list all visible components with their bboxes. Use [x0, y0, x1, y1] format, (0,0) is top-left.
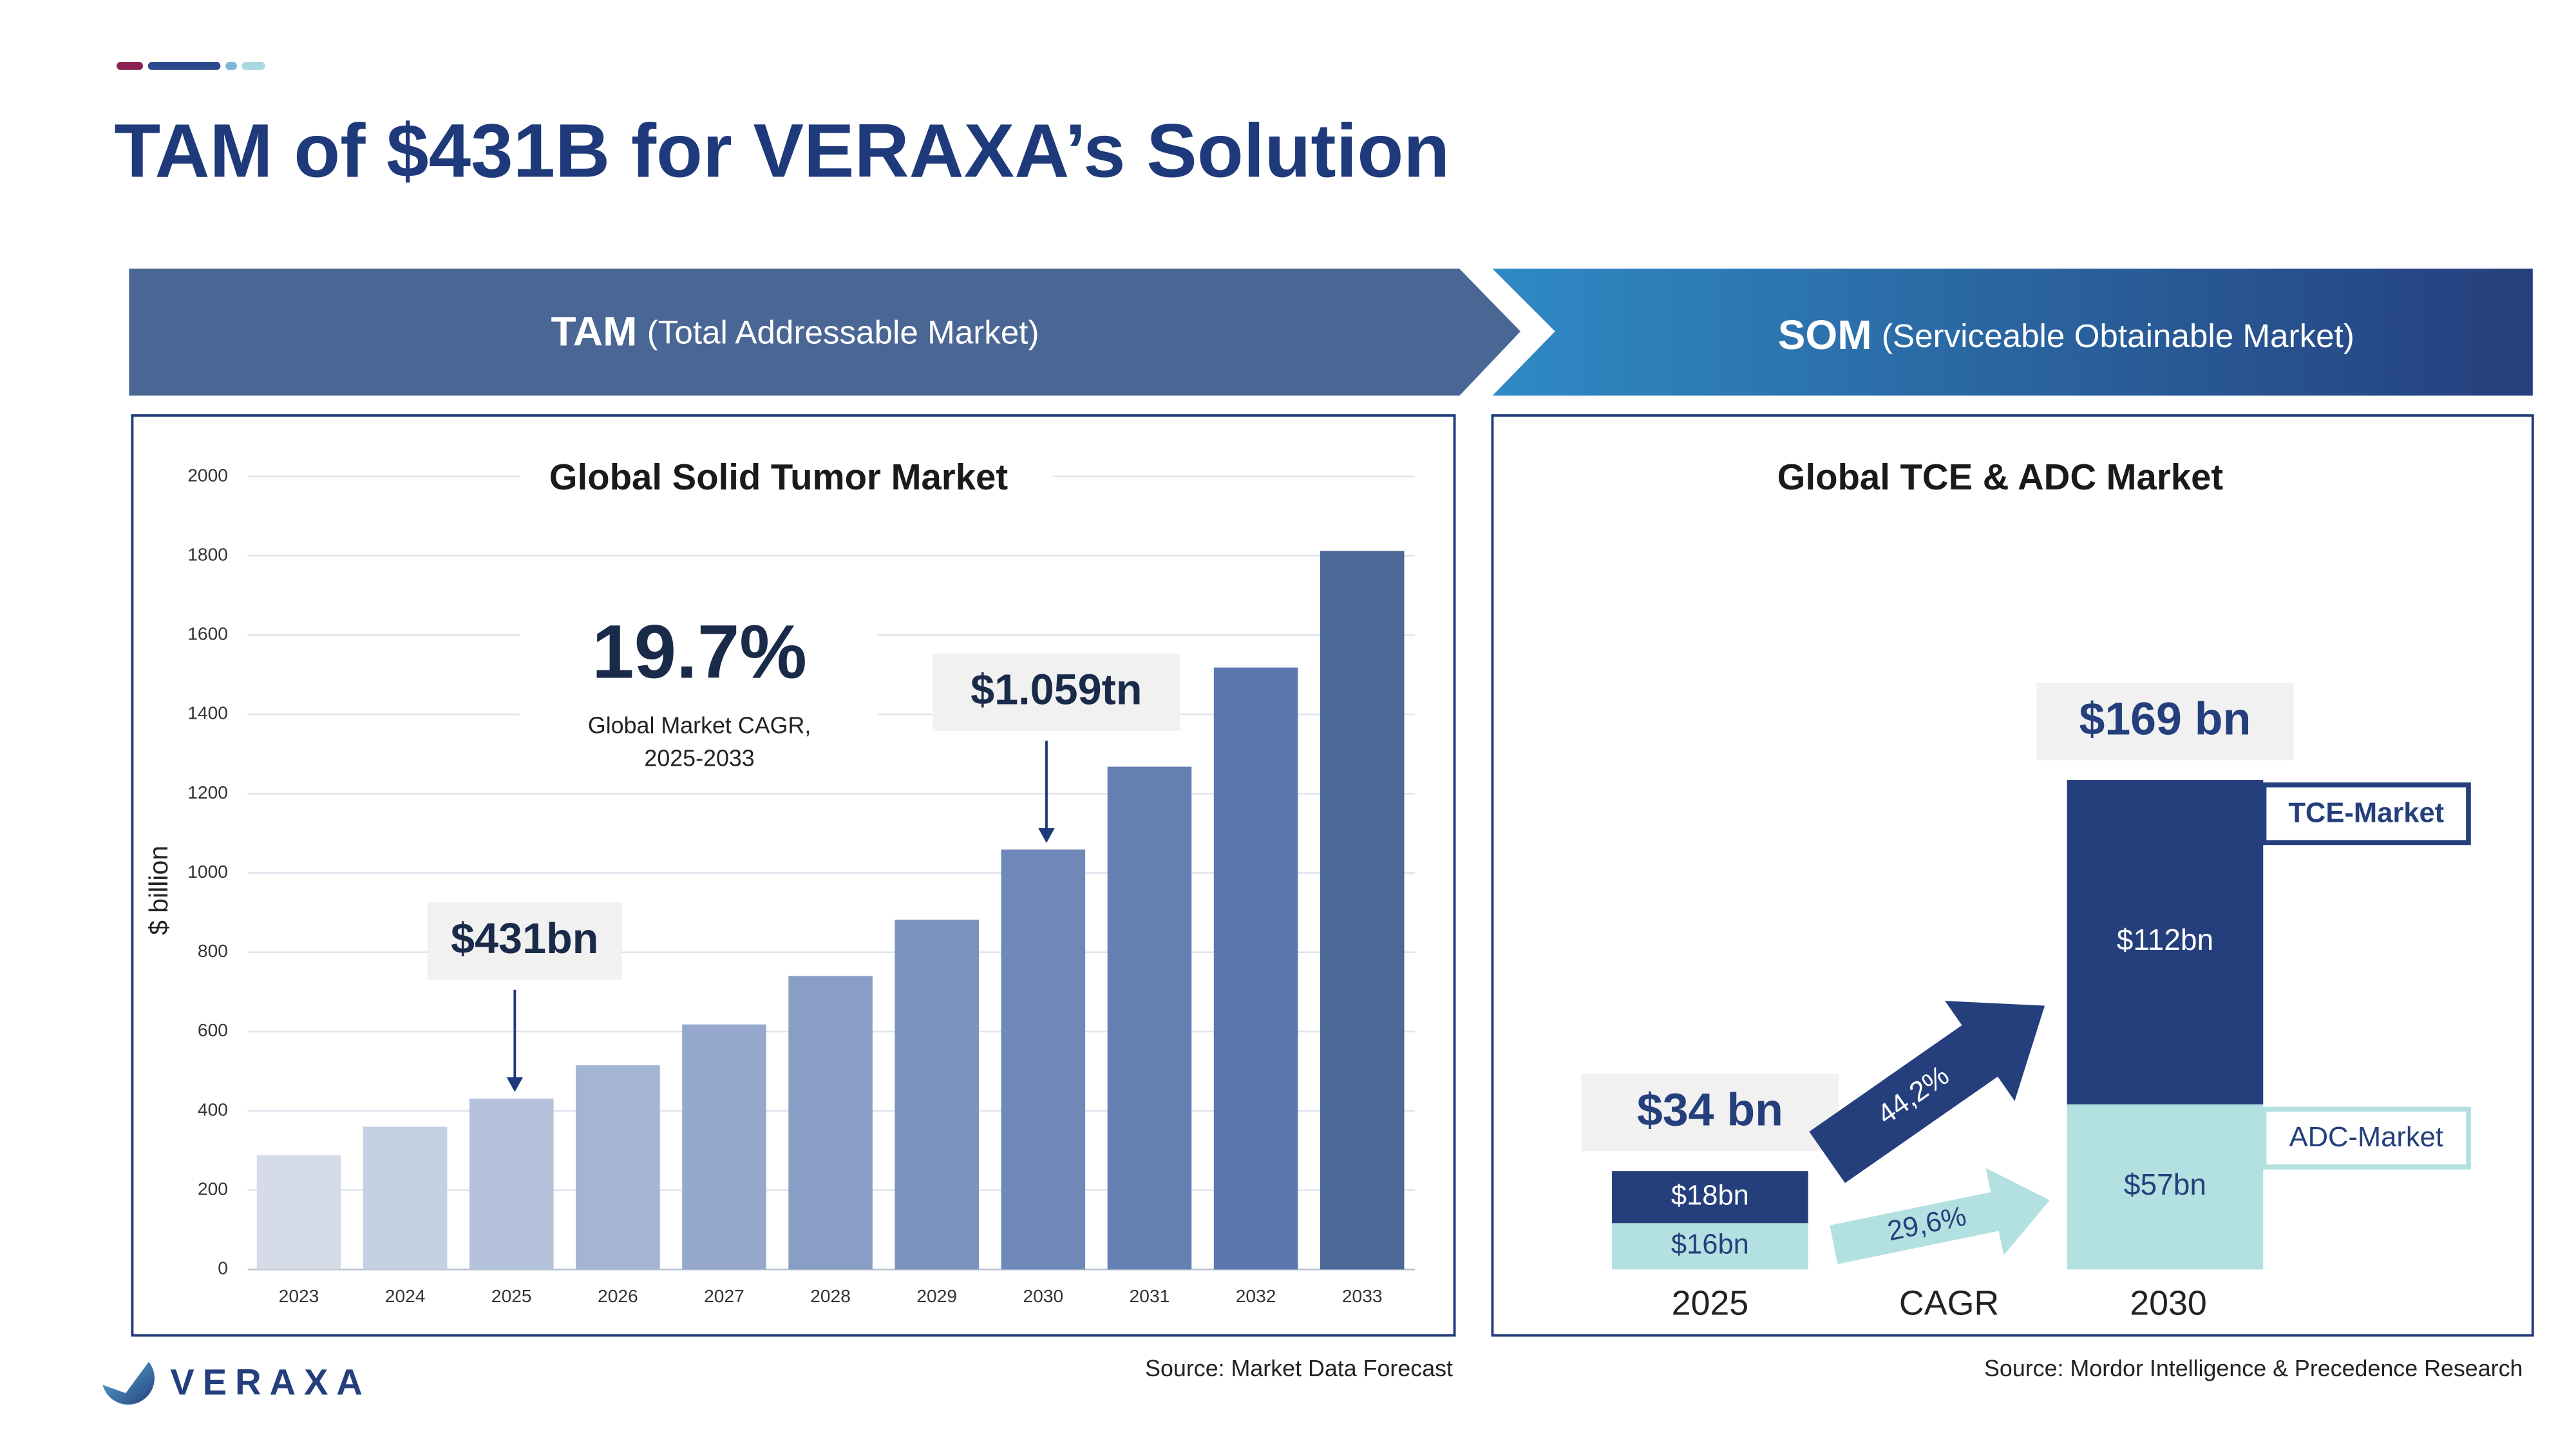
callout-label: $1.059tn	[971, 667, 1142, 714]
x-tick-label: 2024	[385, 1286, 426, 1306]
cagr-text: 2025-2033	[644, 746, 754, 772]
y-tick-label: 1600	[187, 624, 228, 644]
slide-title: TAM of $431B for VERAXA’s Solution	[114, 108, 1450, 193]
x-tick-label: 2026	[598, 1286, 638, 1306]
tam-title: TAM	[551, 308, 638, 355]
segment-label: $18bn	[1671, 1180, 1749, 1211]
chart-title: Global TCE & ADC Market	[1777, 457, 2224, 497]
chart-title: Global Solid Tumor Market	[549, 457, 1009, 497]
bar-segment	[2067, 1104, 2264, 1270]
x-tick-label: 2030	[1023, 1286, 1064, 1306]
bar	[363, 1126, 448, 1270]
cagr-headline: 19.7%	[592, 609, 807, 694]
y-tick-label: 1200	[187, 782, 228, 802]
bar	[576, 1065, 660, 1270]
x-tick-label: 2031	[1130, 1286, 1170, 1306]
y-axis-label: $ billion	[144, 846, 173, 935]
y-tick-label: 1000	[187, 862, 228, 882]
y-tick-label: 400	[198, 1099, 228, 1119]
y-tick-label: 800	[198, 941, 228, 961]
som-subtitle: (Serviceable Obtainable Market)	[1882, 317, 2354, 354]
cagr-arrow	[1809, 1001, 2045, 1184]
source-right: Source: Mordor Intelligence & Precedence…	[1984, 1356, 2523, 1381]
tam-banner	[129, 269, 1520, 396]
x-tick-label: 2027	[704, 1286, 744, 1306]
segment-label: $16bn	[1671, 1229, 1749, 1260]
bar	[256, 1155, 341, 1270]
x-tick-label: 2028	[810, 1286, 851, 1306]
segment-label: $112bn	[2117, 923, 2213, 956]
bar	[469, 1098, 554, 1270]
source-left: Source: Market Data Forecast	[1145, 1356, 1453, 1381]
total-label: $169 bn	[2079, 693, 2251, 744]
cagr-text: Global Market CAGR,	[588, 712, 811, 738]
total-box	[2036, 683, 2294, 761]
total-box	[1581, 1074, 1839, 1151]
tce-adc-chart: Global TCE & ADC Market $16bn $18bn $34 bn 2…	[1581, 457, 2471, 1323]
cagr-arrow	[1830, 1168, 2050, 1264]
x-tick-label: 2025	[1672, 1284, 1749, 1323]
logo-text: VERAXA	[170, 1361, 370, 1402]
callout-arrowhead	[1038, 828, 1055, 843]
y-tick-label: 0	[218, 1258, 228, 1278]
bar	[1107, 766, 1192, 1270]
title-backdrop	[520, 453, 1052, 503]
legend-label: ADC-Market	[2289, 1122, 2443, 1153]
y-tick-label: 600	[198, 1020, 228, 1040]
legend-label: TCE-Market	[2288, 797, 2444, 828]
segment-label: $57bn	[2124, 1168, 2206, 1201]
som-title: SOM	[1778, 312, 1872, 358]
bar	[682, 1024, 766, 1270]
bar	[1320, 551, 1405, 1270]
tam-header: TAM (Total Addressable Market)	[551, 308, 1039, 355]
bar	[895, 920, 979, 1270]
logo-icon	[102, 1361, 155, 1405]
bar-segment	[2067, 780, 2264, 1104]
callout-arrowhead	[506, 1077, 524, 1092]
cagr-label: CAGR	[1899, 1284, 1999, 1323]
bar	[1001, 849, 1086, 1270]
tam-subtitle: (Total Addressable Market)	[647, 314, 1039, 350]
x-tick-label: 2030	[2130, 1284, 2207, 1323]
callout-box	[427, 902, 622, 980]
callout-box	[933, 653, 1180, 731]
x-tick-label: 2032	[1236, 1286, 1276, 1306]
som-header: SOM (Serviceable Obtainable Market)	[1778, 312, 2354, 358]
tumor-chart: 0 200 400 600 800 1000 1200 1400 1600 1800 2000 Glo…	[144, 453, 1416, 1306]
annotation-backdrop	[520, 601, 878, 791]
x-tick-label: 2029	[916, 1286, 957, 1306]
x-tick-label: 2023	[279, 1286, 319, 1306]
callout-label: $431bn	[451, 915, 598, 963]
bar	[1213, 667, 1298, 1270]
bar-segment	[1612, 1223, 1808, 1270]
y-tick-label: 2000	[187, 465, 228, 485]
bar-segment	[1612, 1171, 1808, 1224]
som-banner	[1492, 269, 2533, 396]
bar	[788, 976, 873, 1270]
y-tick-label: 200	[198, 1179, 228, 1199]
x-tick-label: 2025	[491, 1286, 532, 1306]
legend-box	[2261, 1106, 2471, 1170]
x-tick-label: 2033	[1342, 1286, 1383, 1306]
y-tick-label: 1800	[187, 544, 228, 564]
total-label: $34 bn	[1637, 1084, 1783, 1136]
y-tick-label: 1400	[187, 703, 228, 723]
legend-box	[2261, 782, 2471, 846]
